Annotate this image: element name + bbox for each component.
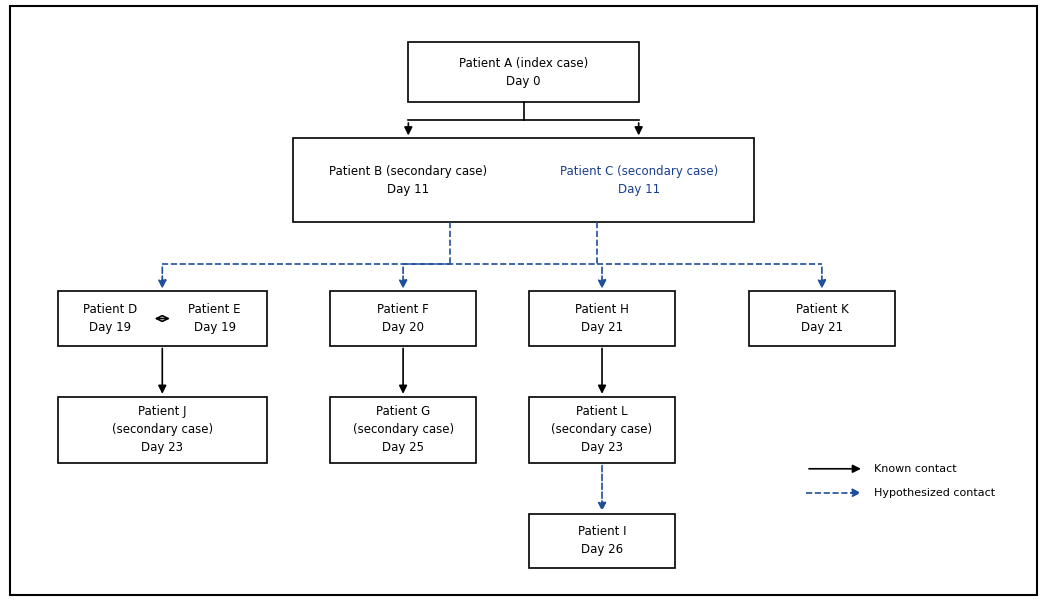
FancyBboxPatch shape bbox=[749, 291, 895, 346]
Text: Patient D
Day 19: Patient D Day 19 bbox=[83, 303, 137, 334]
FancyBboxPatch shape bbox=[529, 514, 675, 568]
FancyBboxPatch shape bbox=[10, 6, 1037, 595]
FancyBboxPatch shape bbox=[58, 397, 267, 463]
Text: Patient G
(secondary case)
Day 25: Patient G (secondary case) Day 25 bbox=[353, 405, 453, 454]
Text: Patient L
(secondary case)
Day 23: Patient L (secondary case) Day 23 bbox=[552, 405, 652, 454]
Text: Patient F
Day 20: Patient F Day 20 bbox=[377, 303, 429, 334]
Text: Patient A (index case)
Day 0: Patient A (index case) Day 0 bbox=[459, 56, 588, 88]
FancyBboxPatch shape bbox=[293, 138, 754, 222]
Text: Patient C (secondary case)
Day 11: Patient C (secondary case) Day 11 bbox=[559, 165, 718, 196]
Text: Patient K
Day 21: Patient K Day 21 bbox=[796, 303, 848, 334]
Text: Patient J
(secondary case)
Day 23: Patient J (secondary case) Day 23 bbox=[112, 405, 213, 454]
FancyBboxPatch shape bbox=[408, 42, 639, 102]
Text: Hypothesized contact: Hypothesized contact bbox=[874, 488, 996, 498]
FancyBboxPatch shape bbox=[58, 291, 267, 346]
Text: Patient E
Day 19: Patient E Day 19 bbox=[188, 303, 241, 334]
Text: Patient B (secondary case)
Day 11: Patient B (secondary case) Day 11 bbox=[329, 165, 488, 196]
FancyBboxPatch shape bbox=[529, 397, 675, 463]
Text: Patient I
Day 26: Patient I Day 26 bbox=[578, 525, 626, 557]
FancyBboxPatch shape bbox=[330, 397, 476, 463]
FancyBboxPatch shape bbox=[330, 291, 476, 346]
Text: Known contact: Known contact bbox=[874, 464, 957, 474]
Text: Patient H
Day 21: Patient H Day 21 bbox=[575, 303, 629, 334]
FancyBboxPatch shape bbox=[529, 291, 675, 346]
